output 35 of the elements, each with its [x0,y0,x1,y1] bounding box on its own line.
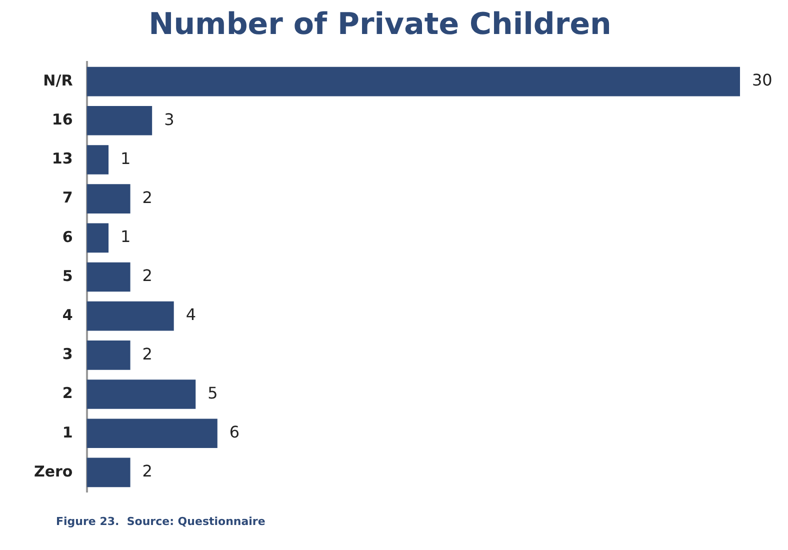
y-tick-label: 6 [62,228,73,246]
y-tick-label: 3 [62,345,73,364]
y-tick-label: 7 [62,188,73,207]
data-label: 2 [142,188,152,207]
bar [86,418,218,448]
y-tick-label: 1 [62,423,73,442]
bar [86,66,740,96]
data-label: 4 [186,305,196,324]
bar [86,145,109,174]
data-label: 1 [120,148,131,168]
bar [86,340,130,370]
bar [86,458,130,488]
data-label: 2 [142,344,152,364]
data-label: 3 [164,110,174,129]
y-tick-label: N/R [43,71,74,90]
y-tick-label: 13 [52,150,73,168]
caption: Figure 23. Source: Questionnaire [56,515,266,528]
bar [86,262,130,292]
y-tick-label: Zero [34,462,73,480]
data-label: 2 [142,462,152,481]
bar [86,184,130,214]
y-tick-label: 5 [62,266,73,285]
bar [86,106,152,136]
data-label: 30 [752,70,772,90]
data-label: 1 [120,227,131,246]
data-label: 5 [208,383,218,402]
bar [86,223,109,253]
bar [86,380,196,409]
y-tick-label: 4 [62,306,73,324]
y-tick-label: 16 [52,110,73,129]
data-label: 2 [142,266,152,286]
y-tick-label: 2 [62,384,73,402]
chart-title: Number of Private Children [148,6,612,42]
bar [86,301,174,331]
data-label: 6 [229,422,240,442]
